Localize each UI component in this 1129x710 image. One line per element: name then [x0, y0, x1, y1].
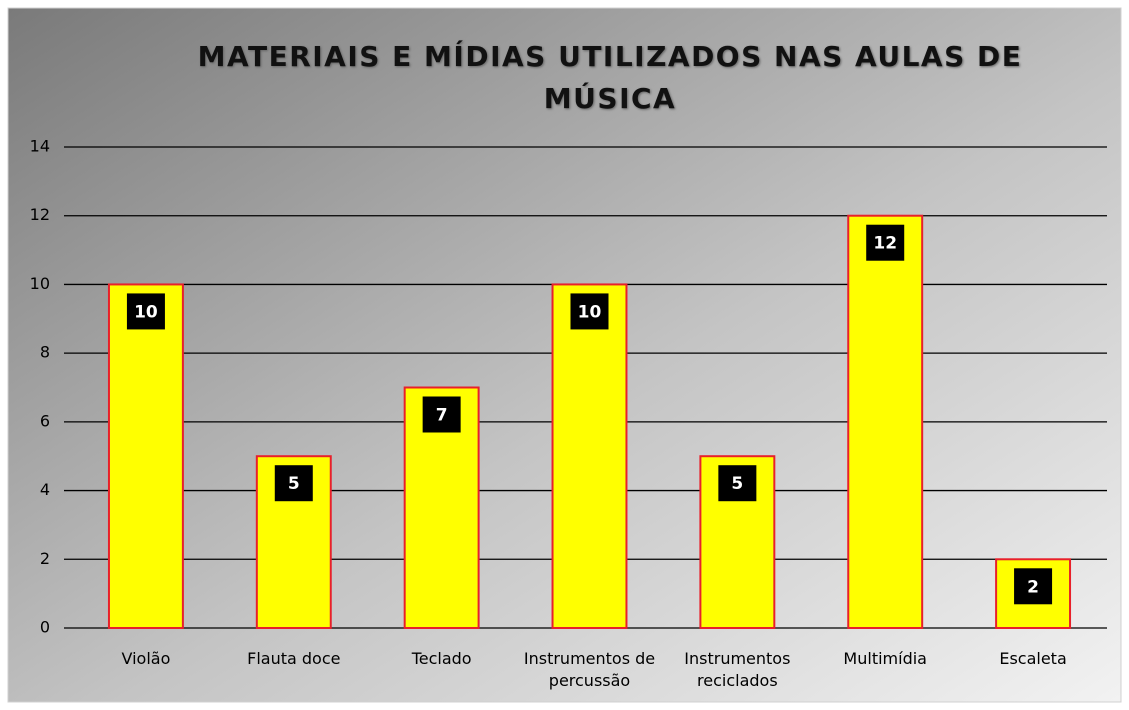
x-tick-label: Instrumentos de percussão: [523, 649, 656, 690]
y-tick-label: 12: [30, 205, 50, 224]
data-label: 10: [578, 302, 602, 322]
y-tick-label: 0: [40, 618, 50, 637]
data-label-box: [570, 293, 609, 330]
x-tick-label: Instrumentos reciclados: [684, 649, 791, 690]
bar: [107, 283, 184, 629]
x-tick-label: Multimídia: [843, 649, 927, 668]
data-label: 5: [731, 474, 743, 494]
y-tick-label: 10: [30, 274, 50, 293]
y-tick-label: 4: [40, 480, 50, 499]
data-label-box: [1014, 568, 1053, 605]
y-tick-label: 6: [40, 411, 50, 430]
data-label-box: [422, 396, 461, 433]
data-label-box: [718, 465, 757, 502]
data-label-box: [866, 224, 905, 261]
y-tick-label: 8: [40, 343, 50, 362]
y-tick-label: 2: [40, 549, 50, 568]
x-tick-label: Violão: [121, 649, 171, 668]
data-label: 2: [1027, 577, 1039, 597]
data-label-box: [274, 465, 313, 502]
data-label: 7: [436, 406, 448, 426]
bar: [847, 214, 924, 629]
chart-title: MATERIAIS E MÍDIAS UTILIZADOS NAS AULAS …: [197, 40, 1023, 115]
x-tick-label: Teclado: [411, 649, 472, 668]
x-tick-label: Flauta doce: [247, 649, 341, 668]
data-label: 10: [134, 302, 158, 322]
x-tick-label: Escaleta: [999, 649, 1067, 668]
y-tick-label: 14: [30, 137, 50, 156]
data-label-box: [126, 293, 165, 330]
data-label: 5: [288, 474, 300, 494]
data-label: 12: [873, 234, 897, 254]
bar: [551, 283, 628, 629]
